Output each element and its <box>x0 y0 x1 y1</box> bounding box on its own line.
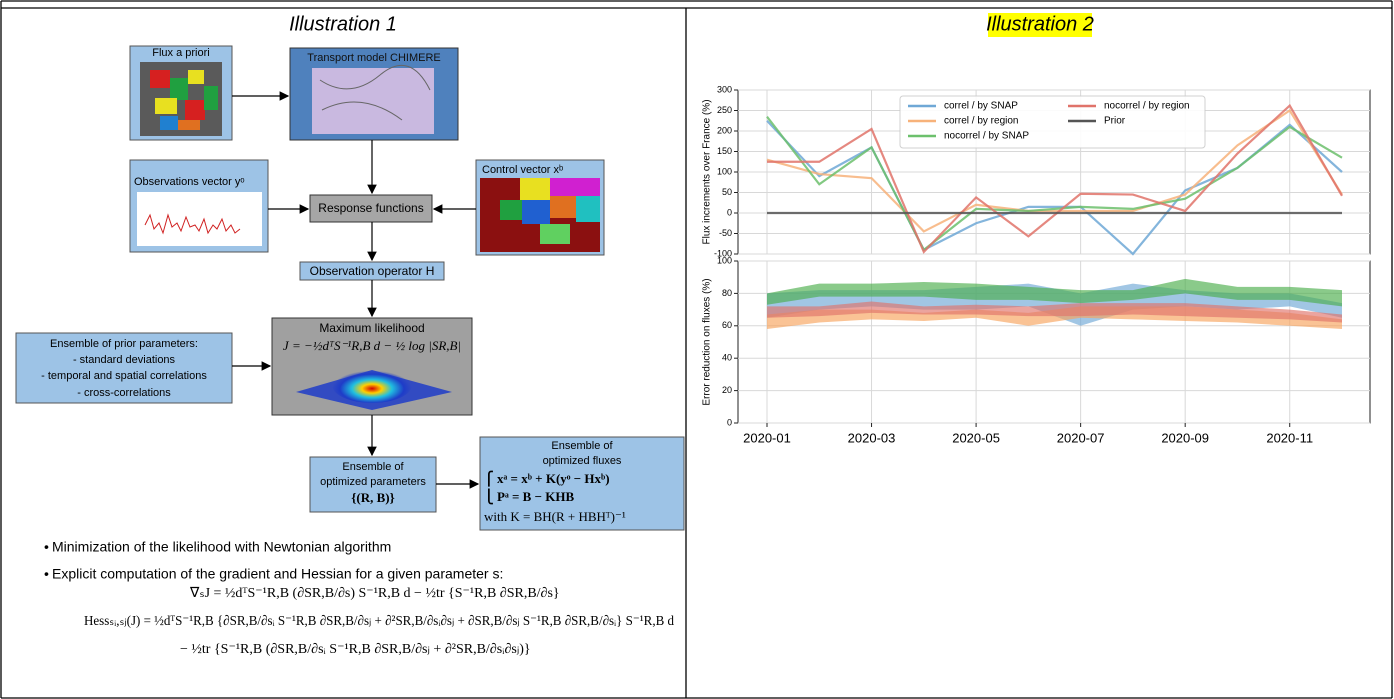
formula: J = −½dᵀS⁻¹R,B d − ½ log |SR,B| <box>283 338 461 353</box>
formula: − ½tr {S⁻¹R,B (∂SR,B/∂sᵢ S⁻¹R,B ∂SR,B/∂s… <box>180 642 531 657</box>
y-tick-label: 40 <box>722 353 732 363</box>
y-tick-label: 50 <box>722 187 732 197</box>
control-image <box>480 178 600 252</box>
formula: with K = BH(R + HBHᵀ)⁻¹ <box>484 509 626 524</box>
map-image <box>140 62 222 136</box>
formula: {(R, B)} <box>351 490 394 505</box>
y-tick-label: 20 <box>722 385 732 395</box>
y-tick-label: 100 <box>717 255 732 265</box>
y-axis-label: Flux increments over France (%) <box>702 99 713 244</box>
x-tick-label: 2020-03 <box>848 430 896 445</box>
diagram: Flux a priori Transport model CHIMERE Ob… <box>16 46 684 530</box>
bullet-text: Minimization of the likelihood with Newt… <box>52 539 391 555</box>
formula: ⎧ xᵃ = xᵇ + K(yᵒ − Hxᵇ) <box>484 470 610 487</box>
cell-title: Illustration 1 <box>289 13 397 35</box>
bullet-marker: • <box>44 539 49 555</box>
legend-label: nocorrel / by SNAP <box>944 131 1029 142</box>
y-tick-label: 250 <box>717 105 732 115</box>
node-label: Ensemble of <box>551 440 613 452</box>
y-tick-label: 80 <box>722 288 732 298</box>
node-label: Ensemble of prior parameters: <box>50 338 198 350</box>
node-label: Transport model CHIMERE <box>307 52 440 64</box>
x-tick-label: 2020-07 <box>1057 430 1105 445</box>
legend-label: correl / by SNAP <box>944 101 1018 112</box>
node-label: Response functions <box>318 201 423 215</box>
formula: ⎩ Pᵃ = B − KHB <box>484 488 574 505</box>
bullet-text: Explicit computation of the gradient and… <box>52 566 503 582</box>
legend-label: correl / by region <box>944 116 1018 127</box>
formula: Hessₛᵢ,ₛⱼ(J) = ½dᵀS⁻¹R,B {∂SR,B/∂sᵢ S⁻¹R… <box>84 614 674 629</box>
x-tick-label: 2020-01 <box>743 430 791 445</box>
node-label: Ensemble of <box>342 461 404 473</box>
node-label: - temporal and spatial correlations <box>41 370 207 382</box>
obs-image <box>137 192 262 246</box>
node-label: Control vector xᵇ <box>482 164 563 176</box>
model-image <box>312 68 434 134</box>
x-tick-label: 2020-09 <box>1161 430 1209 445</box>
surface-image <box>332 367 412 403</box>
y-tick-label: 100 <box>717 166 732 176</box>
node-label: Maximum likelihood <box>319 321 424 335</box>
y-tick-label: 60 <box>722 320 732 330</box>
y-tick-label: 0 <box>727 417 732 427</box>
node-label: optimized parameters <box>320 476 426 488</box>
node-label: - standard deviations <box>73 354 176 366</box>
y-tick-label: 150 <box>717 146 732 156</box>
y-tick-label: -50 <box>719 228 732 238</box>
y-tick-label: 200 <box>717 125 732 135</box>
x-tick-label: 2020-05 <box>952 430 1000 445</box>
y-tick-label: 0 <box>727 207 732 217</box>
node-label: - cross-correlations <box>77 387 171 399</box>
legend-label: Prior <box>1104 116 1126 127</box>
node-label: Observation operator H <box>310 264 435 278</box>
legend-label: nocorrel / by region <box>1104 101 1190 112</box>
node-label: Observations vector yᵒ <box>134 176 245 188</box>
page: Illustration 1 Illustration 2 Flux a pri… <box>0 0 1394 699</box>
node-label: optimized fluxes <box>543 455 622 467</box>
x-tick-label: 2020-11 <box>1266 430 1313 445</box>
cell-title: Illustration 2 <box>986 13 1094 35</box>
y-axis-label: Error reduction on fluxes (%) <box>702 278 713 405</box>
formula: ∇ₛJ = ½dᵀS⁻¹R,B (∂SR,B/∂s) S⁻¹R,B d − ½t… <box>189 586 560 601</box>
bullet-marker: • <box>44 566 49 582</box>
y-tick-label: 300 <box>717 84 732 94</box>
node-label: Flux a priori <box>152 47 209 59</box>
